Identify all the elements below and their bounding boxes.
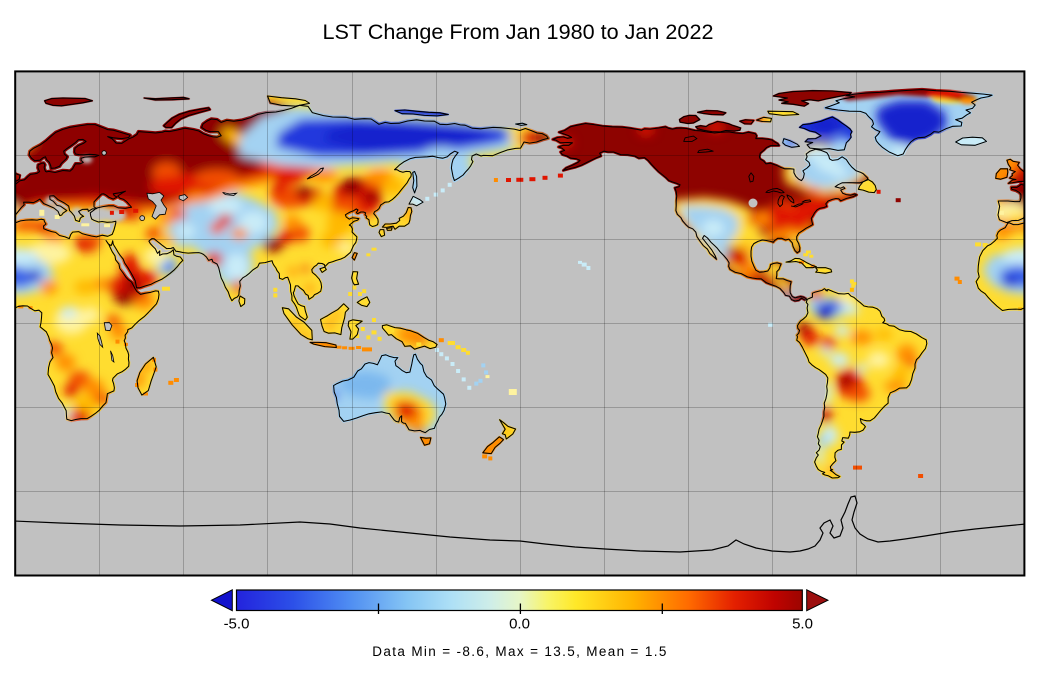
svg-text:-5.0: -5.0	[224, 615, 250, 632]
svg-text:5.0: 5.0	[792, 615, 813, 632]
svg-text:Data Min = -8.6, Max = 13.5, M: Data Min = -8.6, Max = 13.5, Mean = 1.5	[372, 644, 667, 659]
svg-text:0.0: 0.0	[509, 615, 530, 632]
svg-text:LST Change From Jan 1980 to Ja: LST Change From Jan 1980 to Jan 2022	[323, 19, 714, 44]
